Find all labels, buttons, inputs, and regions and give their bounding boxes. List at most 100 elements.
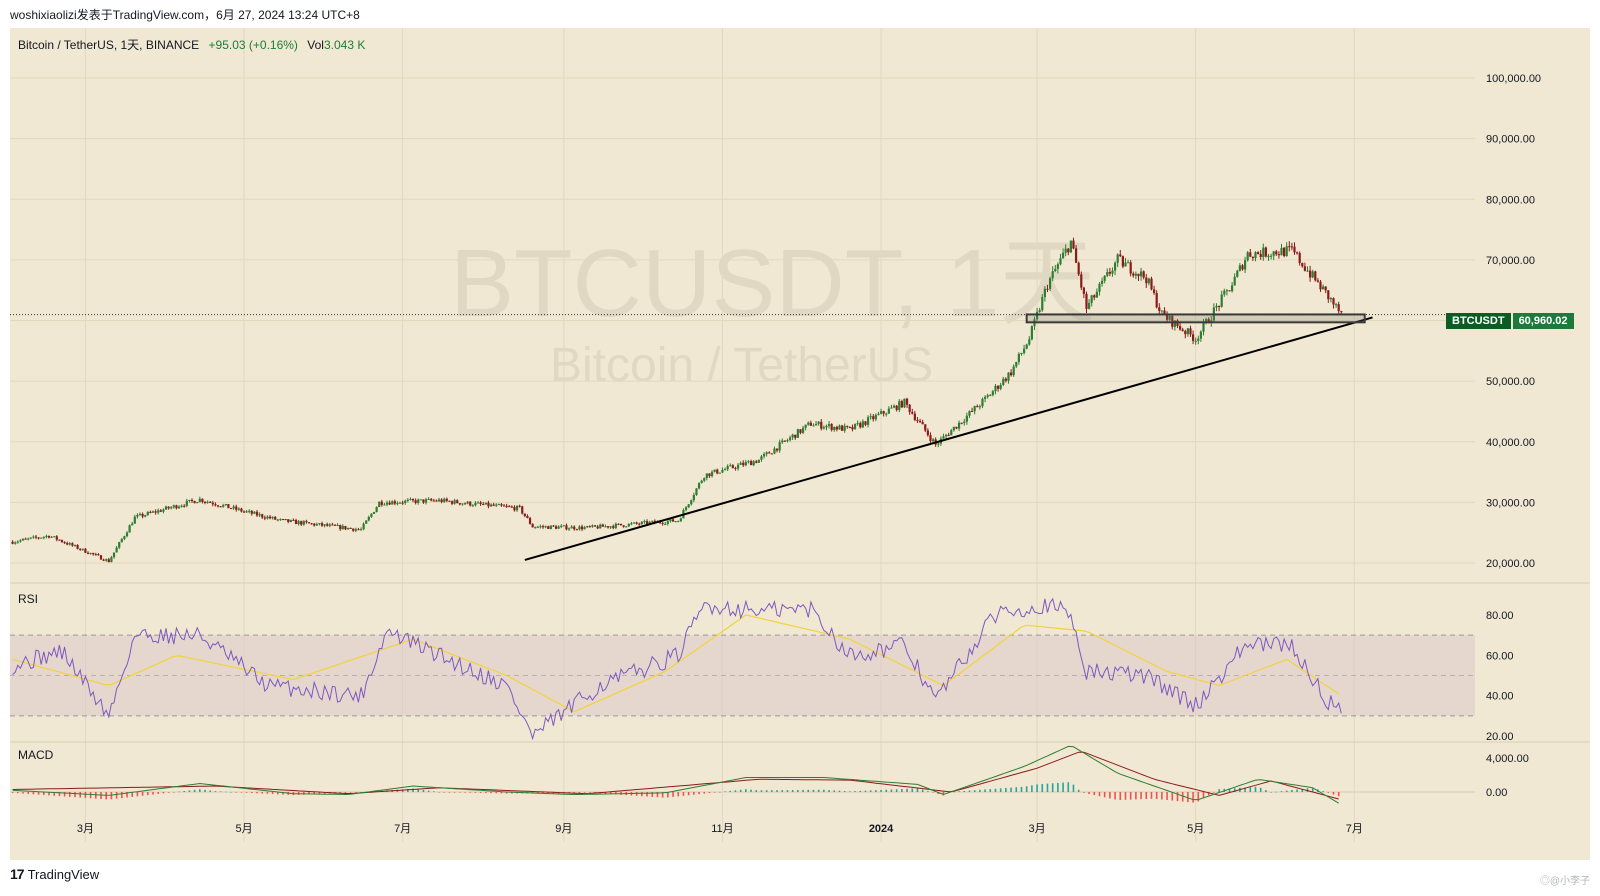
candle-body [1163,310,1166,315]
macd-histogram-bar [1067,782,1070,792]
candle-body [354,529,357,531]
candle-body [393,501,396,504]
candle-body [617,523,620,525]
candle-body [539,526,542,528]
macd-histogram-bar [1140,792,1142,800]
candle-body [830,424,833,431]
macd-histogram-bar [547,792,550,794]
chart-panel[interactable] [10,28,1590,860]
candle-body [890,407,893,409]
candle-body [627,523,630,527]
candle-body [583,527,586,530]
macd-title[interactable]: MACD [18,748,54,762]
candle-body [86,552,90,554]
macd-histogram-bar [739,789,742,792]
candle-body [482,504,485,506]
candle-body [783,440,786,442]
macd-histogram-bar [765,790,768,792]
macd-histogram-bar [209,790,212,792]
candle-body [1303,266,1306,271]
candle-body [630,523,633,525]
macd-histogram-bar [823,789,825,792]
macd-histogram-bar [147,792,149,796]
candle-body [409,499,412,501]
macd-histogram-bar [37,792,40,795]
macd-histogram-bar [781,790,784,792]
candle-body [281,519,285,521]
macd-histogram-bar [500,792,503,794]
candle-body [378,501,381,507]
candle-body [921,422,924,425]
macd-histogram-bar [162,792,165,794]
candle-body [918,420,922,423]
macd-histogram-bar [495,792,498,794]
candle-body [146,512,149,516]
macd-histogram-bar [1244,787,1246,792]
macd-histogram-bar [240,792,243,793]
candle-body [76,545,79,549]
candle-body [950,430,953,436]
candle-body [697,483,701,489]
candle-body [422,499,425,503]
candle-body [188,499,191,501]
candle-body [1217,305,1221,307]
candle-body [245,511,248,513]
candle-body [778,442,781,451]
macd-histogram-bar [136,792,139,797]
candle-body [297,521,300,525]
macd-histogram-bar [17,792,19,794]
macd-histogram-bar [573,792,576,794]
candle-body [37,537,40,539]
candle-body [1171,315,1174,327]
candle-body [560,525,563,527]
candle-body [908,404,911,413]
price-axis-label: 90,000.00 [1486,134,1535,146]
macd-histogram-bar [869,790,872,792]
candle-body [817,421,820,424]
candle-body [695,488,698,495]
candle-body [419,499,422,501]
macd-histogram-bar [885,789,888,792]
macd-histogram-bar [932,792,934,793]
candle-body [1121,256,1124,267]
candle-body [1061,252,1065,259]
candle-body [705,473,708,478]
publish-line: woshixiaolizi发表于TradingView.com，6月 27, 2… [10,8,360,22]
macd-histogram-bar [1046,783,1049,792]
macd-histogram-bar [459,792,461,793]
candle-body [271,516,274,519]
candle-body [944,434,948,437]
candle-body [120,539,123,543]
candle-body [713,469,716,472]
rsi-title[interactable]: RSI [18,592,39,606]
candle-body [89,552,92,554]
macd-histogram-bar [1161,792,1163,800]
candle-body [887,408,890,414]
candle-body [450,501,454,504]
candle-body [671,519,675,522]
candle-body [463,503,467,505]
candle-body [968,410,971,416]
candle-body [526,516,529,519]
candle-body [1103,275,1106,281]
candle-body [963,421,966,424]
candle-body [385,502,389,505]
macd-histogram-bar [661,792,664,798]
macd-histogram-bar [786,790,789,792]
candle-body [1064,248,1067,253]
candle-body [92,552,95,555]
legend-symbol[interactable]: Bitcoin / TetherUS, 1天, BINANCE [18,38,200,52]
candle-body [882,411,885,414]
candle-body [895,405,898,410]
tradingview-logo[interactable]: 17 TradingView [10,866,99,882]
candle-body [300,521,303,525]
candle-body [1186,328,1189,335]
candle-body [1085,293,1088,309]
candle-body [1132,273,1135,276]
candle-body [115,547,118,553]
candle-body [502,505,506,507]
candle-body [1111,270,1114,274]
macd-histogram-bar [734,790,737,792]
candle-body [843,425,846,431]
